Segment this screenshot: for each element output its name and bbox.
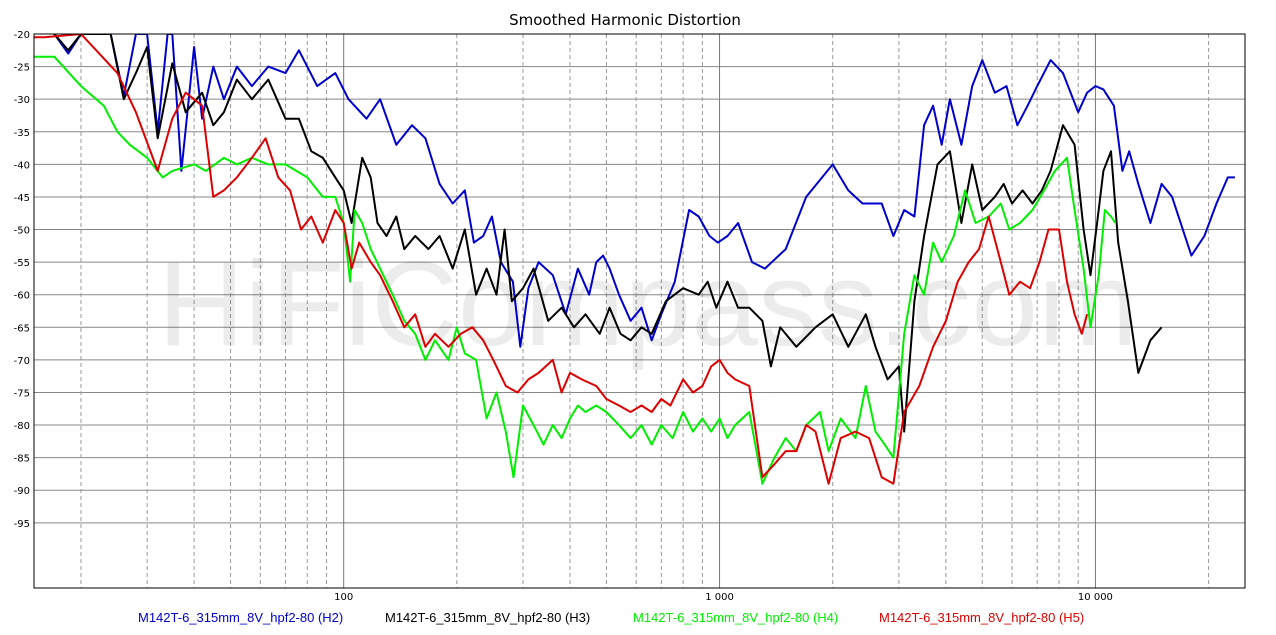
y-tick-label: -55 [14, 258, 30, 269]
series-layer [34, 34, 1235, 485]
y-tick-label: -70 [14, 356, 30, 367]
grid [34, 34, 1245, 588]
y-tick-label: -60 [14, 291, 30, 302]
y-tick-label: -75 [14, 388, 30, 399]
watermark-text: HiFiCompass.com [158, 237, 1138, 371]
series-line-h5 [34, 34, 1089, 485]
y-tick-label: -30 [14, 95, 30, 106]
y-tick-label: -40 [14, 160, 30, 171]
y-tick-label: -85 [14, 454, 30, 465]
y-tick-label: -20 [14, 30, 30, 41]
y-tick-label: -65 [14, 323, 30, 334]
legend-item-h5: M142T-6_315mm_8V_hpf2-80 (H5) [879, 610, 1084, 625]
plot-frame [33, 33, 1246, 589]
y-tick-label: -50 [14, 226, 30, 237]
y-tick-label: -80 [14, 421, 30, 432]
legend-item-h2: M142T-6_315mm_8V_hpf2-80 (H2) [138, 610, 343, 625]
legend-item-h4: M142T-6_315mm_8V_hpf2-80 (H4) [633, 610, 838, 625]
x-tick-label: 1 000 [705, 592, 734, 603]
x-tick-label: 10 000 [1078, 592, 1113, 603]
legend: M142T-6_315mm_8V_hpf2-80 (H2) M142T-6_315… [138, 610, 1084, 625]
tick-labels: -20 -25 -30 -35 -40 -45 -50 -55 -60 -65 -70 -75 -80 -… [14, 30, 1113, 603]
series-line-h3 [53, 34, 1163, 433]
legend-item-h3: M142T-6_315mm_8V_hpf2-80 (H3) [385, 610, 590, 625]
y-tick-label: -90 [14, 486, 30, 497]
y-tick-label: -45 [14, 193, 30, 204]
series-line-h4 [34, 55, 1117, 485]
y-tick-label: -25 [14, 63, 30, 74]
x-tick-label: 100 [334, 592, 353, 603]
y-tick-label: -95 [14, 519, 30, 530]
chart-title: Smoothed Harmonic Distortion [509, 11, 741, 29]
y-tick-label: -35 [14, 128, 30, 139]
series-line-h2 [53, 34, 1235, 348]
